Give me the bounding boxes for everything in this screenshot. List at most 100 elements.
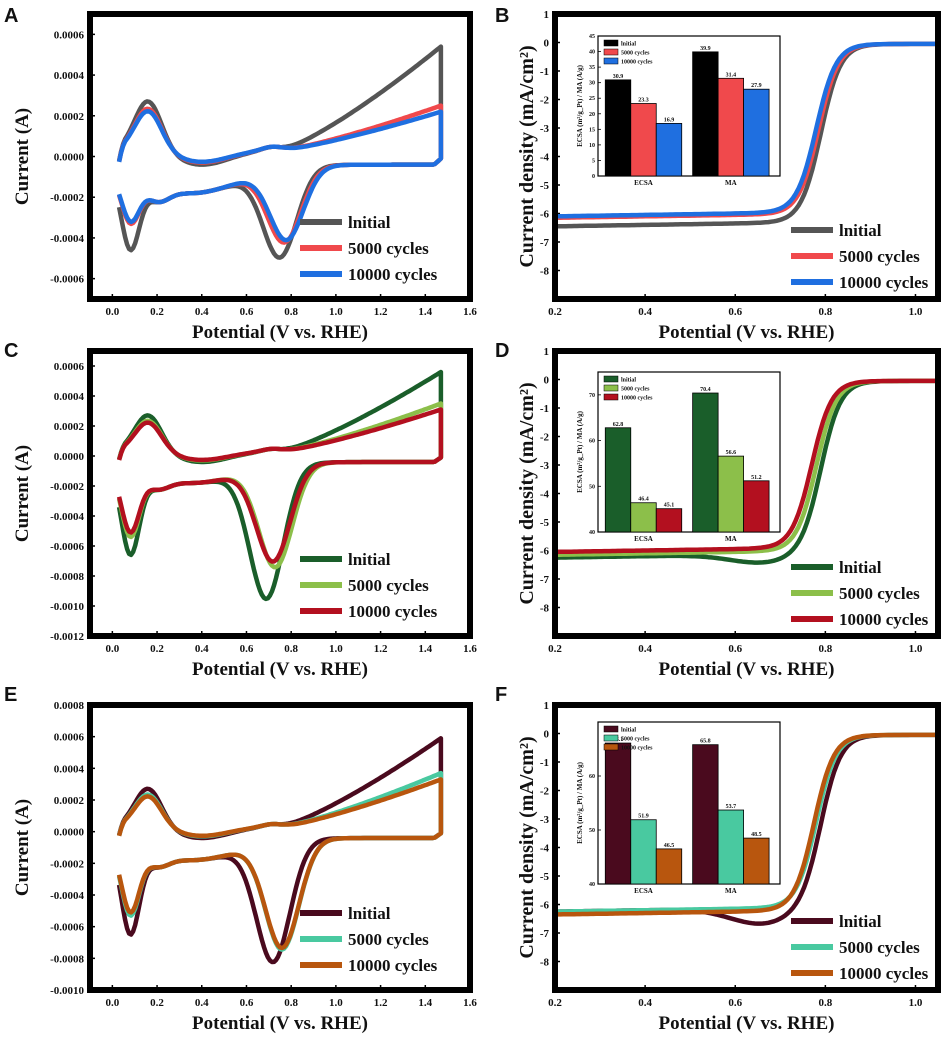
y-tick-label: -0.0002 xyxy=(50,192,84,204)
inset-bar xyxy=(655,123,683,177)
panel-e: E 0.0 0.2 0.4 0.6 0.8 1.0 1.2 1.4 1.6 -0.0010 -0.00… xyxy=(4,684,477,1034)
inset-legend-swatch xyxy=(603,57,619,65)
y-tick-label: 1 xyxy=(544,700,550,712)
inset-bar xyxy=(743,837,770,885)
y-tick-label: 0.0002 xyxy=(54,795,85,807)
y-tick-label: -2 xyxy=(540,95,550,107)
series-line-1 xyxy=(116,736,444,965)
inset-bar xyxy=(692,744,719,885)
y-tick-label: -0.0004 xyxy=(50,890,84,902)
inset-bar-value: 48.5 xyxy=(751,832,762,838)
y-tick-label: -2 xyxy=(540,432,550,444)
y-tick-label: 0.0002 xyxy=(54,421,85,433)
inset-bar xyxy=(604,427,632,533)
legend-label: 10000 cycles xyxy=(839,964,929,983)
inset-bar-value: 27.9 xyxy=(751,83,762,89)
inset-bar-value: 46.4 xyxy=(638,497,649,503)
x-tick-label: 1.6 xyxy=(463,306,477,318)
legend-label: 5000 cycles xyxy=(348,576,429,595)
inset-bar-value: 51.2 xyxy=(751,475,762,481)
y-axis-label: Current density (mA/cm²) xyxy=(516,382,538,604)
panel-b: B 0.2 0.4 0.6 0.8 1.0 -8 -7 -6 -5 -4 -3 -2 -1 0 1 Potent… xyxy=(495,5,941,343)
inset-bar-value: 30.9 xyxy=(613,74,624,80)
x-tick-label: 0.0 xyxy=(105,306,119,318)
x-tick-label: 0.6 xyxy=(728,643,742,655)
inset-group-label: MA xyxy=(725,535,737,543)
inset-y-tick-label: 10 xyxy=(589,143,595,149)
x-tick-label: 0.6 xyxy=(240,997,254,1009)
x-tick-label: 0.0 xyxy=(105,997,119,1009)
inset-legend-swatch xyxy=(603,375,619,383)
y-tick-label: -4 xyxy=(540,843,550,855)
x-tick-label: 0.4 xyxy=(195,997,209,1009)
x-tick-label: 0.2 xyxy=(548,306,562,318)
series-line-3 xyxy=(116,108,444,243)
inset-bar xyxy=(717,77,744,177)
y-tick-label: -6 xyxy=(540,900,550,912)
legend-label: lnitial xyxy=(839,558,882,577)
x-tick-label: 0.8 xyxy=(818,997,832,1009)
y-tick-label: 0 xyxy=(544,38,550,50)
inset-legend-swatch xyxy=(603,734,619,742)
inset-y-axis-label: ECSA (m²/g_Pt) / MA (A/g) xyxy=(576,761,584,843)
y-tick-label: -7 xyxy=(540,237,550,249)
y-tick-label: -6 xyxy=(540,209,550,221)
legend-label: 10000 cycles xyxy=(839,610,929,629)
inset-legend-swatch xyxy=(603,384,619,392)
x-tick-label: 1.2 xyxy=(374,306,388,318)
y-axis-label: Current density (mA/cm²) xyxy=(516,736,538,958)
panel-a: A 0.0 0.2 0.4 0.6 0.8 1.0 1.2 1.4 1.6 -0.0006 -0.00… xyxy=(4,5,477,343)
x-tick-label: 1.0 xyxy=(909,643,923,655)
y-tick-label: -1 xyxy=(540,757,549,769)
series-line-3 xyxy=(558,732,935,917)
y-tick-label: -6 xyxy=(540,546,550,558)
plot-frame xyxy=(87,702,473,993)
legend-label: lnitial xyxy=(348,550,391,569)
y-tick-label: -0.0002 xyxy=(50,481,84,493)
series-line-3 xyxy=(116,407,444,564)
inset-y-tick-label: 25 xyxy=(589,96,595,102)
legend-label: 10000 cycles xyxy=(839,273,929,292)
inset-legend-label: lnitial xyxy=(621,728,636,734)
inset-bar xyxy=(717,455,744,533)
y-tick-label: -8 xyxy=(540,957,550,969)
y-tick-label: 0 xyxy=(544,375,550,387)
inset-bar-value: 39.9 xyxy=(700,46,711,52)
x-axis-label: Potential (V vs. RHE) xyxy=(192,659,368,680)
x-tick-label: 1.0 xyxy=(909,306,923,318)
y-tick-label: -0.0004 xyxy=(50,233,84,245)
inset-y-tick-label: 60 xyxy=(589,439,595,445)
inset-legend-swatch xyxy=(603,393,619,401)
inset-bar-value: 51.9 xyxy=(638,814,649,820)
x-tick-label: 0.2 xyxy=(150,997,164,1009)
inset-y-axis-label: ECSA (m²/g_Pt) / MA (A/g) xyxy=(576,64,584,146)
inset-y-tick-label: 40 xyxy=(589,50,595,56)
inset-bar xyxy=(743,480,770,533)
x-tick-label: 0.2 xyxy=(548,643,562,655)
x-tick-label: 0.4 xyxy=(195,643,209,655)
inset-bar xyxy=(655,848,683,885)
inset-group-label: MA xyxy=(725,887,737,895)
x-tick-label: 0.6 xyxy=(240,306,254,318)
x-tick-label: 0.6 xyxy=(728,306,742,318)
inset-bar xyxy=(692,51,719,177)
inset-y-tick-label: 60 xyxy=(589,774,595,780)
y-tick-label: 0.0008 xyxy=(54,700,85,712)
y-tick-label: 0.0004 xyxy=(54,391,85,403)
inset-bar xyxy=(692,392,719,533)
y-tick-label: 0.0000 xyxy=(54,451,85,463)
inset-group-label: ECSA xyxy=(634,535,653,543)
inset-legend-label: 5000 cycles xyxy=(621,51,650,57)
inset-y-tick-label: 35 xyxy=(589,65,595,71)
y-tick-label: -7 xyxy=(540,574,550,586)
y-tick-label: 0.0002 xyxy=(54,111,85,123)
y-tick-label: -4 xyxy=(540,489,550,501)
inset-y-tick-label: 0 xyxy=(592,174,595,180)
x-tick-label: 1.4 xyxy=(418,643,432,655)
inset-bar-chart: 0 5 10 15 20 25 30 35 40 45 ECSA (m²/g_Pt) / MA (A… xyxy=(576,34,781,187)
inset-y-tick-label: 5 xyxy=(592,158,595,164)
inset-bar xyxy=(655,508,683,533)
x-tick-label: 1.0 xyxy=(329,643,343,655)
inset-legend-label: 10000 cycles xyxy=(621,746,653,752)
